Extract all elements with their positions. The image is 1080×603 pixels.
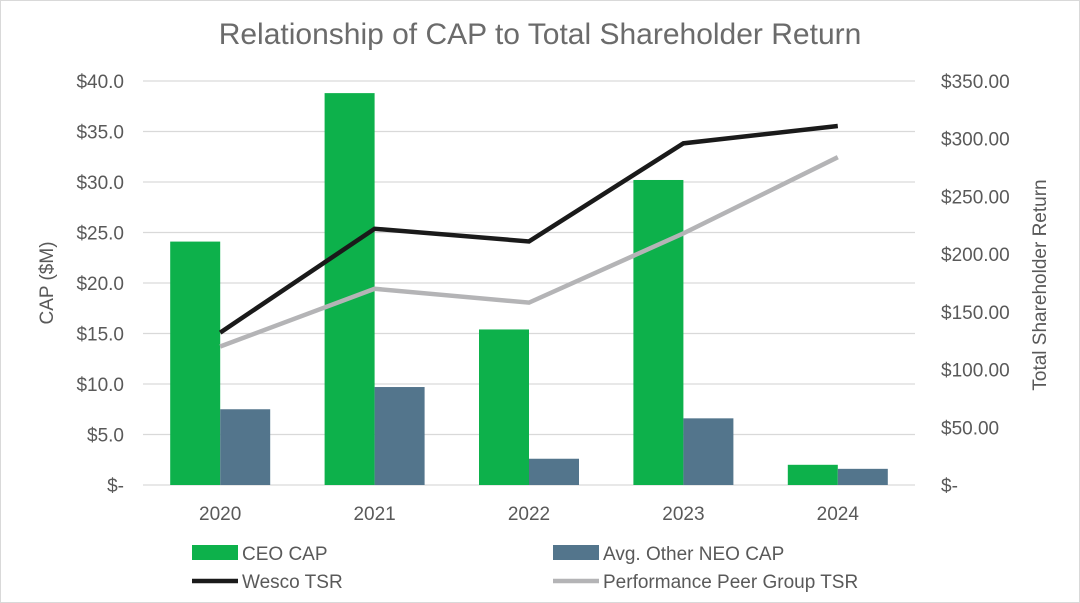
legend-label: Performance Peer Group TSR xyxy=(603,572,858,593)
y-tick-label: $- xyxy=(107,476,124,497)
y2-tick-label: $- xyxy=(941,476,958,497)
bar-avg-other-neo-cap-2020 xyxy=(220,409,271,485)
y2-tick-label: $250.00 xyxy=(941,187,1010,208)
bar-ceo-cap-2024 xyxy=(787,464,838,485)
bar-ceo-cap-2023 xyxy=(633,179,684,486)
legend-swatch xyxy=(553,545,599,560)
right-axis-ticks: $- $50.00 $100.00 $150.00 $200.00 $250.00 $300… xyxy=(941,72,1010,497)
y-tick-label: $20.0 xyxy=(76,274,124,295)
line-wesco-tsr xyxy=(218,123,839,335)
x-tick-label: 2024 xyxy=(817,504,860,525)
y2-axis-label: Total Shareholder Return xyxy=(1030,179,1051,390)
y2-tick-label: $50.00 xyxy=(941,418,999,439)
x-tick-label: 2023 xyxy=(662,504,704,525)
x-tick-label: 2021 xyxy=(353,504,395,525)
legend-item: Avg. Other NEO CAP xyxy=(553,544,784,565)
legend-item: CEO CAP xyxy=(192,544,328,565)
y2-tick-label: $200.00 xyxy=(941,245,1010,266)
legend-item: Performance Peer Group TSR xyxy=(553,572,858,593)
legend-label: Avg. Other NEO CAP xyxy=(603,544,784,565)
legend-label: CEO CAP xyxy=(242,544,328,565)
y-tick-label: $15.0 xyxy=(76,325,124,346)
y-tick-label: $40.0 xyxy=(76,72,124,93)
bar-avg-other-neo-cap-2024 xyxy=(837,468,888,485)
bar-avg-other-neo-cap-2021 xyxy=(374,387,425,485)
x-axis-ticks: 2020 2021 2022 2023 2024 xyxy=(199,504,859,525)
legend-label: Wesco TSR xyxy=(242,572,343,593)
y2-tick-label: $150.00 xyxy=(941,303,1010,324)
bar-ceo-cap-2021 xyxy=(324,93,375,486)
y2-tick-label: $350.00 xyxy=(941,72,1010,93)
bar-avg-other-neo-cap-2023 xyxy=(683,418,734,485)
y-tick-label: $30.0 xyxy=(76,173,124,194)
y-axis-label: CAP ($M) xyxy=(37,241,58,324)
y2-tick-label: $300.00 xyxy=(941,130,1010,151)
y-tick-label: $35.0 xyxy=(76,123,124,144)
bar-marks xyxy=(170,93,888,486)
legend: CEO CAP Avg. Other NEO CAP Wesco TSR Perfor… xyxy=(192,544,858,593)
bar-ceo-cap-2022 xyxy=(479,329,529,485)
chart-title: Relationship of CAP to Total Shareholder… xyxy=(219,18,862,51)
legend-swatch xyxy=(192,545,238,560)
bar-ceo-cap-2020 xyxy=(170,241,221,485)
y-tick-label: $25.0 xyxy=(76,224,124,245)
y-tick-label: $5.0 xyxy=(87,426,124,447)
line-marks xyxy=(218,123,839,349)
legend-item: Wesco TSR xyxy=(192,572,343,593)
y2-tick-label: $100.00 xyxy=(941,361,1010,382)
y-tick-label: $10.0 xyxy=(76,375,124,396)
left-axis-ticks: $- $5.0 $10.0 $15.0 $20.0 $25.0 $30.0 $35.0 $40.… xyxy=(76,72,124,497)
x-tick-label: 2022 xyxy=(508,504,550,525)
bar-avg-other-neo-cap-2022 xyxy=(529,458,579,485)
x-tick-label: 2020 xyxy=(199,504,241,525)
line-performance-peer-group-tsr xyxy=(219,155,839,349)
